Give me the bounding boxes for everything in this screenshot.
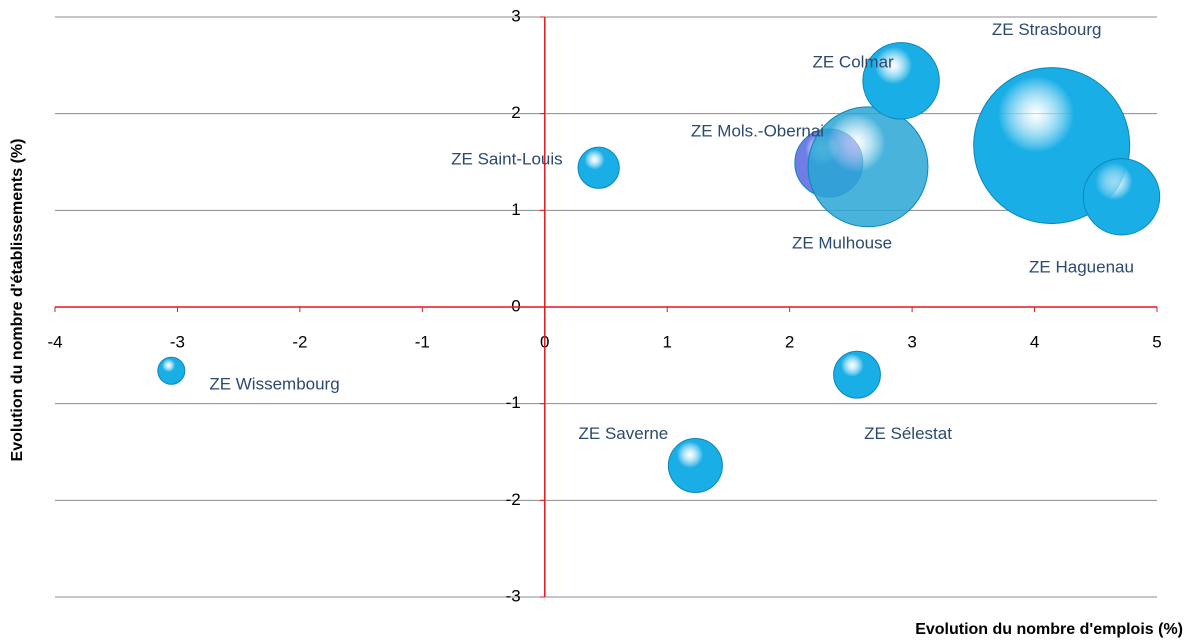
bubble [807,106,929,228]
bubble [862,42,940,120]
x-tick-label: 5 [1152,332,1161,351]
x-tick-label: 2 [785,332,794,351]
y-tick-label: 1 [511,200,520,219]
y-tick-label: 2 [511,103,520,122]
bubble-label: ZE Wissembourg [209,374,339,393]
bubble-label: ZE Strasbourg [992,20,1102,39]
x-tick-label: -3 [170,332,185,351]
bubble-label: ZE Mulhouse [792,233,892,252]
x-tick-label: -1 [415,332,430,351]
bubble [157,356,186,385]
bubble [1082,158,1161,236]
y-tick-label: 3 [511,6,520,25]
bubble [577,146,620,189]
y-tick-label: -2 [506,490,521,509]
bubble [667,438,723,494]
x-tick-label: -4 [47,332,62,351]
y-tick-label: -1 [506,393,521,412]
bubble-label: ZE Sélestat [864,424,952,443]
y-axis-title: Evolution du nombre d'établissements (%) [9,139,26,462]
x-axis-title: Evolution du nombre d'emplois (%) [915,621,1183,638]
x-tick-label: -2 [292,332,307,351]
bubble-label: ZE Saverne [579,424,669,443]
y-tick-label: -3 [506,586,521,605]
x-tick-label: 4 [1030,332,1039,351]
bubble-label: ZE Mols.-Obernai [691,121,824,140]
x-tick-label: 3 [907,332,916,351]
bubble [833,350,881,399]
y-tick-label: 0 [511,296,520,315]
bubble-label: ZE Colmar [812,52,894,71]
x-tick-label: 1 [662,332,671,351]
bubble-label: ZE Haguenau [1029,257,1134,276]
bubble-label: ZE Saint-Louis [451,149,563,168]
